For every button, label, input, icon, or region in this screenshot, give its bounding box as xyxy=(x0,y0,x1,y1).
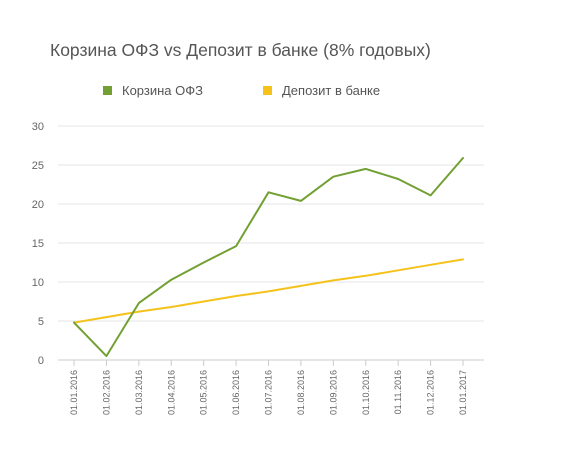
gridlines xyxy=(58,125,484,361)
x-tick-label: 01.08.2016 xyxy=(296,370,306,415)
y-axis: 0 5 10 15 20 25 30 xyxy=(32,121,44,367)
x-tick-label: 01.01.2017 xyxy=(458,370,468,415)
x-tick-label: 01.01.2016 xyxy=(69,370,79,415)
x-axis: 01.01.2016 01.02.2016 01.03.2016 01.04.2016… xyxy=(69,360,468,415)
x-tick-label: 01.06.2016 xyxy=(231,370,241,415)
x-tick-label: 01.10.2016 xyxy=(361,370,371,415)
x-tick-label: 01.12.2016 xyxy=(426,370,436,415)
y-tick-label: 0 xyxy=(38,355,44,367)
x-tick-label: 01.07.2016 xyxy=(264,370,274,415)
legend-swatch xyxy=(103,86,112,95)
chart-title: Корзина ОФЗ vs Депозит в банке (8% годов… xyxy=(50,40,431,60)
series-line xyxy=(73,157,464,358)
x-tick-label: 01.05.2016 xyxy=(199,370,209,415)
legend-label: Корзина ОФЗ xyxy=(122,83,203,98)
x-tick-label: 01.11.2016 xyxy=(393,370,403,414)
x-tick-label: 01.02.2016 xyxy=(101,370,111,415)
y-tick-label: 5 xyxy=(38,316,44,328)
y-tick-label: 15 xyxy=(32,238,44,250)
y-tick-label: 20 xyxy=(32,199,44,211)
x-tick-label: 01.09.2016 xyxy=(328,370,338,415)
series-line xyxy=(73,258,464,324)
legend: Корзина ОФЗ Депозит в банке xyxy=(103,83,380,98)
x-tick-label: 01.04.2016 xyxy=(166,370,176,415)
x-tick-label: 01.03.2016 xyxy=(134,370,144,415)
y-tick-label: 10 xyxy=(32,277,44,289)
legend-swatch xyxy=(263,86,272,95)
series-layer xyxy=(73,157,464,358)
y-tick-label: 25 xyxy=(32,160,44,172)
y-tick-label: 30 xyxy=(32,121,44,133)
legend-label: Депозит в банке xyxy=(282,83,380,98)
